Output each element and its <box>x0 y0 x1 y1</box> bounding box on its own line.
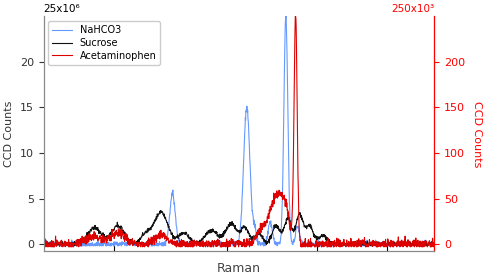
Sucrose <box>87 230 93 234</box>
Acetaminophen <box>432 243 437 246</box>
Sucrose <box>71 242 77 245</box>
NaHCO3 <box>71 241 77 244</box>
Acetaminophen <box>41 245 47 249</box>
Y-axis label: CCD Counts: CCD Counts <box>472 101 482 167</box>
NaHCO3 <box>41 244 47 248</box>
Acetaminophen <box>87 235 93 238</box>
Line: NaHCO3: NaHCO3 <box>44 16 434 246</box>
NaHCO3 <box>207 244 212 247</box>
Legend: NaHCO3, Sucrose, Acetaminophen: NaHCO3, Sucrose, Acetaminophen <box>49 21 160 65</box>
Sucrose <box>215 233 221 237</box>
Sucrose <box>432 242 437 245</box>
NaHCO3 <box>41 242 47 245</box>
Acetaminophen <box>207 243 212 247</box>
Text: 25x10⁶: 25x10⁶ <box>44 4 80 14</box>
Line: Acetaminophen: Acetaminophen <box>44 12 434 247</box>
Y-axis label: CCD Counts: CCD Counts <box>4 101 14 167</box>
NaHCO3 <box>283 14 289 17</box>
Sucrose <box>222 232 228 235</box>
Acetaminophen <box>293 10 298 13</box>
NaHCO3 <box>222 244 227 247</box>
Sucrose <box>207 228 213 232</box>
Sucrose <box>158 209 164 212</box>
NaHCO3 <box>432 244 437 248</box>
Line: Sucrose: Sucrose <box>44 211 434 246</box>
Sucrose <box>263 243 269 246</box>
Acetaminophen <box>41 244 47 247</box>
Sucrose <box>41 244 47 247</box>
Sucrose <box>41 241 47 244</box>
NaHCO3 <box>263 240 269 243</box>
NaHCO3 <box>87 244 93 248</box>
Acetaminophen <box>71 242 77 246</box>
NaHCO3 <box>215 243 221 246</box>
Acetaminophen <box>263 221 269 224</box>
Acetaminophen <box>215 237 221 241</box>
X-axis label: Raman: Raman <box>217 262 261 275</box>
Acetaminophen <box>222 241 227 245</box>
Text: 250x10³: 250x10³ <box>391 4 434 14</box>
